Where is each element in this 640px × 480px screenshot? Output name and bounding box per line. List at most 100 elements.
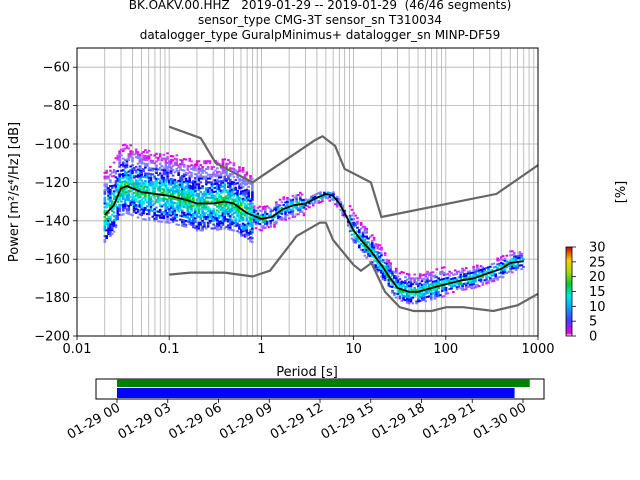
heatmap-cell [114,214,118,217]
heatmap-cell [179,205,182,208]
heatmap-cell [127,191,131,194]
heatmap-cell [212,223,215,226]
heatmap-cell [289,210,293,213]
heatmap-cell [164,165,168,168]
heatmap-cell [142,158,145,161]
heatmap-cell [158,208,162,211]
heatmap-cell [394,283,398,286]
heatmap-cell [431,288,435,291]
heatmap-cell [225,174,228,177]
heatmap-cell [398,295,402,298]
heatmap-cell [112,190,116,193]
heatmap-cell [157,189,160,192]
heatmap-cell [251,185,254,188]
heatmap-cell [140,167,144,170]
heatmap-cell [509,269,512,272]
heatmap-cell [477,285,481,288]
heatmap-cell [249,203,252,206]
heatmap-cell [162,184,166,187]
heatmap-cell [199,173,203,176]
heatmap-cell [182,211,186,214]
heatmap-cell [243,193,247,196]
heatmap-cell [201,194,204,197]
heatmap-cell [453,269,457,272]
heatmap-cell [391,282,394,285]
heatmap-cell [240,213,243,216]
heatmap-cell [173,171,177,174]
heatmap-cell [153,167,156,170]
heatmap-cell [147,149,151,152]
heatmap-cell [278,215,282,218]
heatmap-cell [210,185,214,188]
heatmap-cell [214,173,217,176]
heatmap-cell [110,192,114,195]
heatmap-cell [448,278,451,281]
heatmap-cell [140,204,144,207]
heatmap-cell [426,272,429,275]
heatmap-cell [376,247,380,250]
mode-curve [104,185,524,293]
heatmap-cell [131,160,134,163]
heatmap-cell [269,212,273,215]
heatmap-cell [182,204,186,207]
heatmap-cell [310,195,313,198]
heatmap-cell [299,199,302,202]
heatmap-cell [173,182,177,185]
heatmap-cell [363,241,367,244]
heatmap-cell [245,196,249,199]
heatmap-cell [175,213,179,216]
heatmap-cell [184,204,188,207]
heatmap-cell [409,288,413,291]
heatmap-cell [140,214,144,217]
heatmap-cell [201,221,204,224]
heatmap-cell [109,179,112,182]
heatmap-cell [204,194,208,197]
heatmap-cell [140,171,144,174]
heatmap-cell [251,191,254,194]
heatmap-cell [241,180,245,183]
heatmap-cell [363,225,367,228]
heatmap-cell [254,227,258,230]
heatmap-cell [133,203,136,206]
heatmap-cell [398,297,402,300]
heatmap-cell [464,276,468,279]
heatmap-cell [197,166,201,169]
heatmap-cell [228,161,232,164]
heatmap-cell [383,252,387,255]
heatmap-cell [144,180,147,183]
heatmap-cell [332,193,335,196]
heatmap-cell [387,265,391,268]
heatmap-cell [286,208,289,211]
heatmap-cell [186,220,190,223]
heatmap-cell [238,198,241,201]
heatmap-cell [214,179,217,182]
heatmap-cell [263,205,267,208]
heatmap-cell [127,147,131,150]
heatmap-cell [212,217,215,220]
heatmap-cell [192,203,195,206]
heatmap-cell [240,202,243,205]
heatmap-cell [129,169,132,172]
heatmap-cell [219,176,223,179]
heatmap-cell [153,181,156,184]
heatmap-cell [402,285,405,288]
heatmap-cell [197,210,201,213]
heatmap-cell [145,205,149,208]
heatmap-cell [201,166,204,169]
heatmap-cell [223,187,227,190]
heatmap-cell [182,223,186,226]
heatmap-cell [452,279,455,282]
heatmap-cell [238,168,241,171]
heatmap-cell [227,191,230,194]
heatmap-cell [217,214,221,217]
heatmap-cell [127,176,131,179]
heatmap-cell [402,281,405,284]
heatmap-cell [437,290,440,293]
heatmap-cell [147,195,151,198]
heatmap-cell [426,286,429,289]
heatmap-cell [391,274,394,277]
heatmap-cell [182,188,186,191]
heatmap-cell [442,277,446,280]
heatmap-cell [273,225,276,228]
heatmap-cell [109,223,112,226]
